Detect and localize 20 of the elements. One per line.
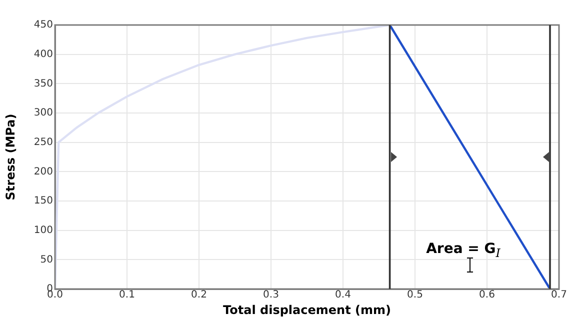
x-tick-label: 0.3 [263,290,279,301]
annotation: Area = G$_{I}$ [426,241,500,260]
y-tick-label: 150 [34,196,53,207]
y-tick-label: 250 [34,136,53,148]
y-tick-label: 50 [40,254,53,266]
x-tick-label: 0.2 [191,290,207,301]
x-axis-title: Total displacement (mm) [223,302,391,317]
x-tick-label: 0.5 [407,290,423,301]
y-tick-label: 400 [34,48,53,60]
y-tick-label: 200 [34,166,53,178]
y-axis-title: Stress (MPa) [3,114,18,200]
y-tick-label: 350 [34,78,53,90]
y-tick-label: 100 [34,224,53,236]
x-tick-label: 0.6 [479,290,495,301]
y-tick-label: 450 [34,20,53,31]
x-tick-label: 0.1 [119,290,135,301]
y-tick-label: 300 [34,108,53,119]
x-tick-label: 0.4 [335,290,351,301]
x-tick-label: 0.7 [551,290,567,301]
x-tick-label: 0.0 [47,290,63,301]
